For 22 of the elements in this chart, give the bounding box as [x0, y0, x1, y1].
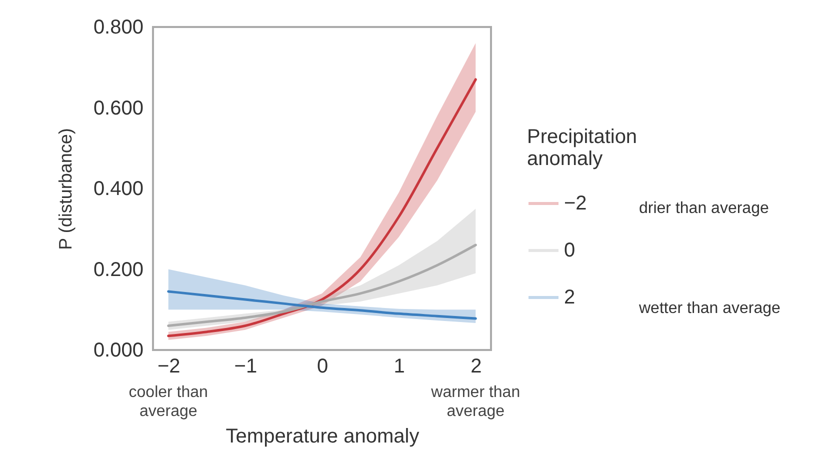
y-axis-title: P (disturbance) [55, 128, 76, 250]
x-tick-label: 1 [394, 356, 405, 378]
y-tick-label: 0.200 [93, 258, 144, 281]
line-series [167, 244, 477, 328]
text: wetter than average [638, 300, 781, 317]
x-axis-title: Temperature anomaly [226, 426, 420, 448]
legend-label: −2 [564, 192, 587, 214]
text: drier than average [639, 200, 769, 217]
legend-label: 0 [564, 240, 576, 262]
x-tick-label: 0 [316, 356, 328, 378]
y-tick-label: 0.000 [93, 340, 144, 362]
line-series [167, 290, 477, 320]
x-tick-label: 2 [470, 356, 482, 378]
legend-label: 2 [564, 286, 576, 308]
legend-title: Precipitation anomaly [527, 126, 638, 170]
y-tick-label: 0.400 [93, 178, 144, 200]
text: warmer than average [430, 384, 520, 420]
text: cooler than average [128, 384, 208, 420]
x-tick-label: −2 [157, 356, 180, 378]
x-tick-label: −1 [234, 356, 258, 378]
y-tick-label: 0.800 [93, 16, 144, 38]
y-tick-label: 0.600 [93, 97, 144, 120]
